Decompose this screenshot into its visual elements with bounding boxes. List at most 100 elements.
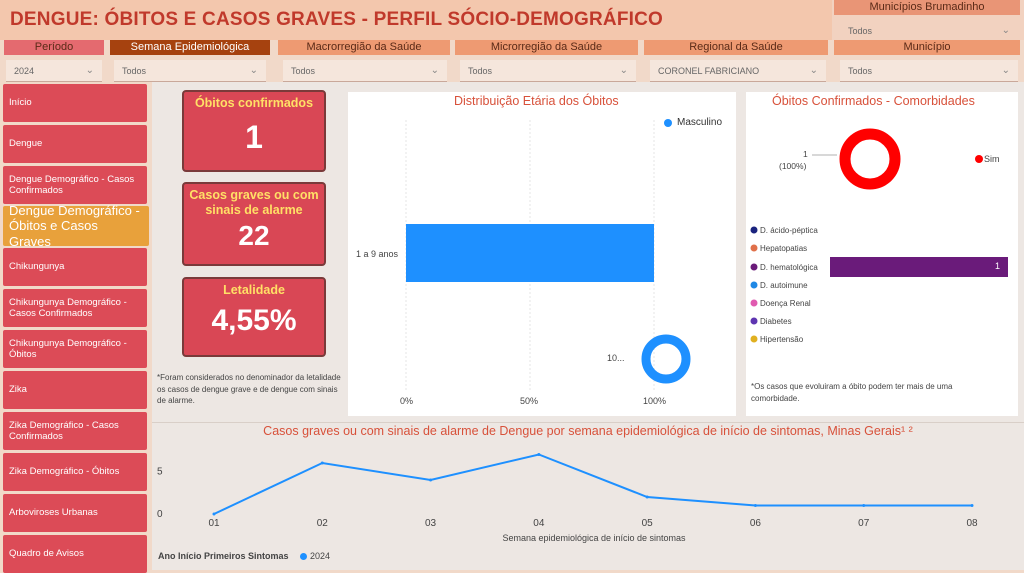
- x-tick-label: 06: [750, 518, 762, 529]
- semana-label: Semana Epidemiológica: [110, 40, 270, 55]
- kpi-letalidade-value: 4,55%: [211, 304, 297, 337]
- data-point[interactable]: [970, 504, 974, 507]
- kpi-letalidade-card: Letalidade 4,55%: [182, 277, 326, 357]
- weekly-line-chart: 5 0 01 02 03 04 05 06 07 08: [157, 453, 978, 529]
- kpi-letalidade-title: Letalidade: [223, 283, 285, 297]
- municipios-brumadinho-label: Municípios Brumadinho: [834, 0, 1020, 15]
- comorb-bar[interactable]: [830, 257, 1008, 277]
- comorb-legend-label: D. autoimune: [760, 281, 808, 290]
- data-point[interactable]: [537, 453, 541, 456]
- comorb-note: *Os casos que evoluiram a óbito podem te…: [751, 382, 953, 403]
- weekly-chart-title: Casos graves ou com sinais de alarme de …: [263, 424, 913, 438]
- sidebar-item-chik-obitos[interactable]: Chikungunya Demográfico - Óbitos: [3, 330, 147, 368]
- legend-marker: [750, 335, 758, 343]
- semana-value: Todos: [122, 66, 147, 76]
- periodo-select[interactable]: 2024 ⌄: [6, 60, 102, 82]
- x-tick-label: 08: [966, 518, 978, 529]
- sidebar-item-chikungunya[interactable]: Chikungunya: [3, 248, 147, 286]
- municipio-value: Todos: [848, 66, 873, 76]
- comorb-legend-label: Hipertensão: [760, 335, 804, 344]
- sidebar-item-avisos[interactable]: Quadro de Avisos: [3, 535, 147, 573]
- sidebar-item-zika[interactable]: Zika: [3, 371, 147, 409]
- sidebar-item-label: Chikungunya: [9, 261, 65, 273]
- kpi-graves-title: Casos graves ou com sinais de alarme: [189, 188, 319, 217]
- comorb-title: Óbitos Confirmados - Comorbidades: [772, 94, 975, 108]
- age-tick-0: 0%: [400, 396, 414, 406]
- sidebar: Início Dengue Dengue Demográfico - Casos…: [0, 82, 152, 573]
- municipios-brumadinho-select[interactable]: Todos ⌄: [840, 20, 1018, 42]
- sidebar-item-label: Quadro de Avisos: [9, 548, 84, 560]
- sidebar-item-label: Chikungunya Demográfico - Casos Confirma…: [9, 296, 127, 319]
- kpi-graves-card: Casos graves ou com sinais de alarme 22: [182, 182, 326, 266]
- semana-select[interactable]: Todos ⌄: [114, 60, 266, 82]
- weekly-legend-item: 2024: [300, 551, 330, 561]
- comorb-bar-value: 1: [995, 261, 1001, 271]
- macro-label: Macrorregião da Saúde: [278, 40, 450, 55]
- sidebar-item-zika-obitos[interactable]: Zika Demográfico - Óbitos: [3, 453, 147, 491]
- data-point[interactable]: [320, 461, 324, 465]
- micro-label: Microrregião da Saúde: [455, 40, 638, 55]
- comorb-donut-pct: (100%): [779, 161, 807, 171]
- page-title: DENGUE: ÓBITOS E CASOS GRAVES - PERFIL S…: [10, 9, 664, 30]
- weekly-chart-xlabel: Semana epidemiológica de início de sinto…: [502, 533, 686, 543]
- comorb-svg: [750, 128, 1008, 343]
- sidebar-item-arboviroses[interactable]: Arboviroses Urbanas: [3, 494, 147, 532]
- age-chart-title: Distribuição Etária dos Óbitos: [454, 94, 619, 108]
- age-category-label: 1 a 9 anos: [356, 249, 399, 259]
- comorb-legend-label: D. ácido-péptica: [760, 226, 818, 235]
- age-donut[interactable]: [641, 334, 691, 384]
- comorb-donut-legend: Sim: [984, 154, 1000, 164]
- legend-marker: [750, 317, 758, 325]
- regional-value: CORONEL FABRICIANO: [658, 66, 760, 76]
- age-legend-label: Masculino: [677, 117, 723, 128]
- sidebar-item-label: Início: [9, 97, 32, 109]
- y-tick-label: 5: [157, 467, 163, 478]
- sidebar-item-chik-casos[interactable]: Chikungunya Demográfico - Casos Confirma…: [3, 289, 147, 327]
- sidebar-item-dengue[interactable]: Dengue: [3, 125, 147, 163]
- chevron-down-icon: ⌄: [1001, 65, 1010, 76]
- sidebar-item-zika-casos[interactable]: Zika Demográfico - Casos Confirmados: [3, 412, 147, 450]
- sidebar-item-label: Dengue: [9, 138, 43, 150]
- periodo-label: Período: [4, 40, 104, 55]
- weekly-legend-title: Ano Início Primeiros Sintomas: [158, 551, 289, 561]
- regional-label: Regional da Saúde: [644, 40, 828, 55]
- kpi-note: *Foram considerados no denominador da le…: [157, 373, 341, 406]
- sidebar-item-label: Arboviroses Urbanas: [9, 507, 98, 519]
- data-point[interactable]: [429, 478, 433, 482]
- chevron-down-icon: ⌄: [85, 65, 94, 76]
- sidebar-item-dengue-casos[interactable]: Dengue Demográfico - Casos Confirmados: [3, 166, 147, 204]
- comorb-donut[interactable]: [839, 128, 901, 190]
- series-line[interactable]: [213, 453, 972, 515]
- legend-marker: [750, 226, 758, 234]
- micro-select[interactable]: Todos ⌄: [460, 60, 636, 82]
- sidebar-item-inicio[interactable]: Início: [3, 84, 147, 122]
- comorb-legend-label: Diabetes: [760, 317, 792, 326]
- sidebar-item-label: Dengue Demográfico - Casos Confirmados: [9, 173, 135, 196]
- title-bar: [0, 0, 832, 40]
- legend-marker: [750, 263, 758, 271]
- legend-marker: [300, 552, 307, 560]
- data-point[interactable]: [212, 512, 216, 516]
- comorb-legend-label: D. hematológica: [760, 263, 818, 272]
- data-point[interactable]: [645, 495, 649, 499]
- municipio-select[interactable]: Todos ⌄: [840, 60, 1018, 82]
- comorb-panel: [746, 92, 1018, 416]
- data-point[interactable]: [862, 504, 866, 507]
- legend-marker: [750, 244, 758, 252]
- x-tick-label: 05: [642, 518, 654, 529]
- sidebar-item-label: Dengue Demográfico - Óbitos e Casos Grav…: [9, 202, 140, 249]
- municipio-label: Município: [834, 40, 1020, 55]
- chevron-down-icon: ⌄: [1001, 25, 1010, 36]
- sidebar-item-dengue-obitos[interactable]: Dengue Demográfico - Óbitos e Casos Grav…: [3, 203, 149, 249]
- age-bar[interactable]: [406, 224, 654, 282]
- age-donut-label: 10...: [607, 353, 625, 363]
- y-tick-label: 0: [157, 509, 163, 520]
- kpi-graves-value: 22: [238, 220, 270, 251]
- age-tick-50: 50%: [520, 396, 539, 406]
- macro-select[interactable]: Todos ⌄: [283, 60, 447, 82]
- legend-marker: [664, 119, 672, 127]
- data-point[interactable]: [753, 504, 757, 507]
- sidebar-item-label: Zika: [9, 384, 27, 396]
- x-tick-label: 01: [208, 518, 220, 529]
- regional-select[interactable]: CORONEL FABRICIANO ⌄: [650, 60, 826, 82]
